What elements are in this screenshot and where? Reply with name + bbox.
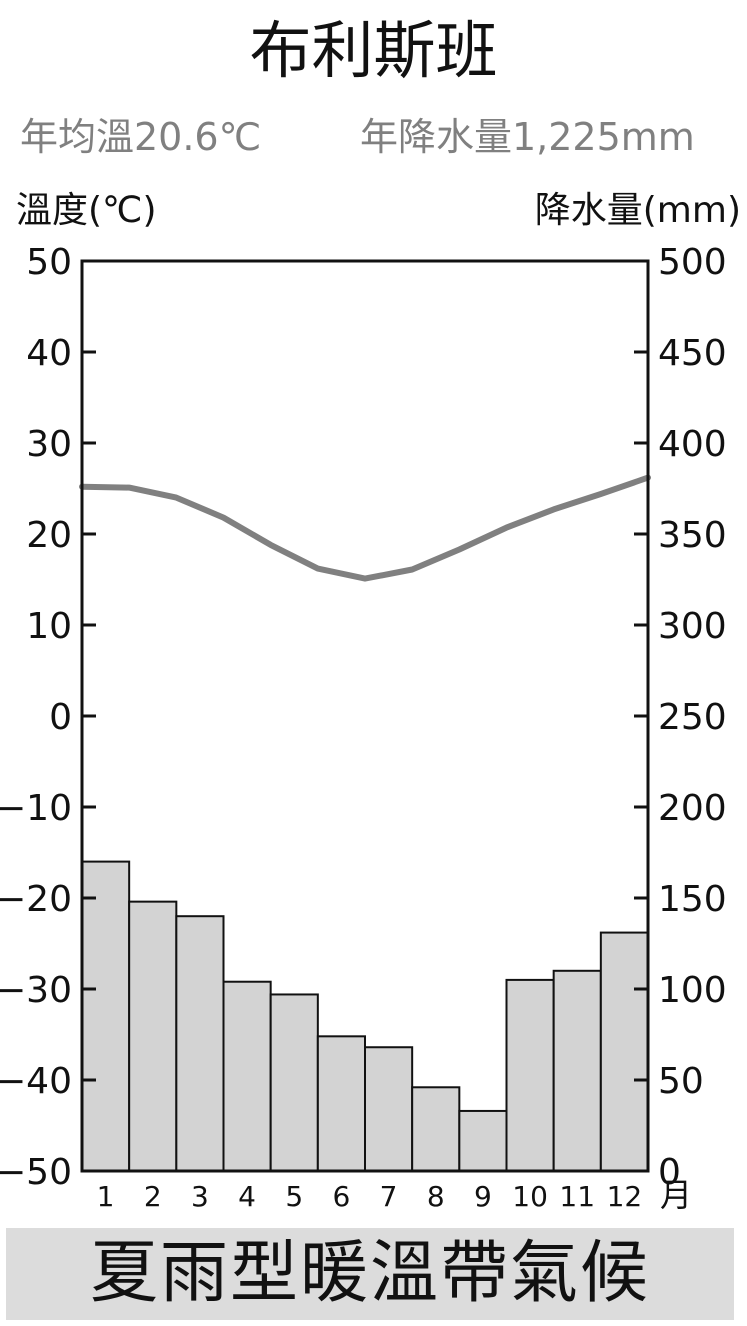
precipitation-bar [175,915,225,1173]
precipitation-bars [81,860,649,1173]
right-axis-tick-label: 100 [658,970,727,1011]
right-axis-tick-label: 450 [658,333,727,374]
annual-precipitation: 年降水量1,225mm [360,115,695,159]
right-axis-tick-label: 50 [658,1061,704,1102]
left-axis-tick-label: −50 [0,1152,72,1193]
precipitation-bar [222,980,272,1172]
left-axis-tick-label: −30 [0,970,72,1011]
precipitation-axis-title: 降水量(mm) [534,190,741,231]
right-axis-tick-label: 150 [658,879,727,920]
precipitation-bar [552,969,602,1172]
left-axis-tick-label: 30 [26,424,72,465]
month-label: 4 [238,1180,256,1213]
climate-type-label: 夏雨型暖溫帶氣候 [89,1234,650,1313]
precipitation-bar [269,993,319,1173]
month-label: 8 [427,1180,445,1213]
month-label: 6 [333,1180,351,1213]
month-label: 11 [559,1180,595,1213]
x-axis-label: 月 [660,1176,692,1214]
month-label: 10 [512,1180,548,1213]
precipitation-bar [81,860,131,1172]
month-label: 5 [285,1180,303,1213]
precipitation-bar [411,1086,461,1173]
month-label: 2 [144,1180,162,1213]
left-axis-tick-label: 0 [49,697,72,738]
left-axis-tick-label: 40 [26,333,72,374]
month-label: 1 [97,1180,115,1213]
right-axis-tick-label: 0 [658,1152,681,1193]
right-axis-tick-label: 300 [658,606,727,647]
climate-type-band [6,1228,734,1320]
month-label: 3 [191,1180,209,1213]
left-axis-tick-label: 10 [26,606,72,647]
annual-mean-temperature: 年均溫20.6℃ [20,115,262,159]
temperature-line-group [79,474,651,582]
right-axis-tick-label: 350 [658,515,727,556]
right-axis-tick-label: 500 [658,242,727,283]
precipitation-bar [458,1109,508,1172]
left-axis-tick-label: −20 [0,879,72,920]
precipitation-bar [128,900,178,1172]
precipitation-bar [599,931,649,1173]
precipitation-bar [505,978,555,1173]
month-label: 9 [474,1180,492,1213]
month-label: 12 [607,1180,643,1213]
left-axis-tick-label: 50 [26,242,72,283]
month-label: 7 [380,1180,398,1213]
right-axis-tick-label: 250 [658,697,727,738]
temperature-axis-title: 溫度(℃) [16,190,157,231]
left-axis-tick-label: 20 [26,515,72,556]
plot-frame [80,259,650,1173]
right-axis-tick-label: 200 [658,788,727,829]
axis-labels: 50403020100−10−20−30−40−5050045040035030… [0,242,727,1214]
right-axis-tick-label: 400 [658,424,727,465]
left-axis-tick-label: −10 [0,788,72,829]
precipitation-bar [316,1035,367,1172]
chart-title: 布利斯班 [249,14,498,87]
temperature-line [79,474,651,582]
left-axis-tick-label: −40 [0,1061,72,1102]
precipitation-bar [364,1046,414,1172]
